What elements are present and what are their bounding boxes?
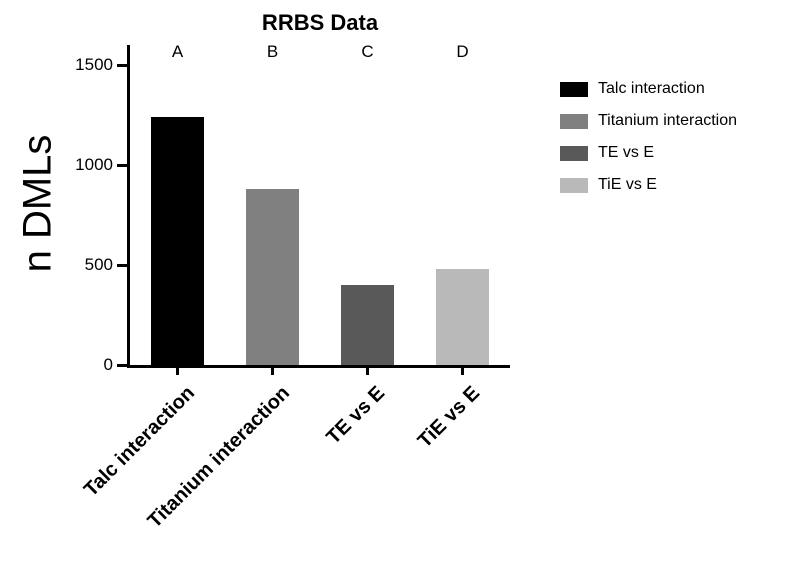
chart-title: RRBS Data: [262, 10, 378, 36]
y-tick-label: 1500: [75, 55, 113, 75]
y-tick: [117, 64, 127, 67]
legend-swatch: [560, 146, 588, 161]
x-tick: [271, 365, 274, 375]
bar: [436, 269, 488, 365]
panel-letter: B: [267, 42, 278, 62]
y-axis: [127, 45, 130, 365]
panel-letter: A: [172, 42, 183, 62]
chart-canvas: RRBS Data 0 500 1000 1500 n DMLs Talc interact…: [0, 0, 800, 586]
legend-label: Titanium interaction: [598, 112, 737, 130]
panel-letter: C: [361, 42, 373, 62]
legend-swatch: [560, 82, 588, 97]
y-tick-label: 1000: [75, 155, 113, 175]
y-tick: [117, 364, 127, 367]
y-tick: [117, 164, 127, 167]
x-tick: [176, 365, 179, 375]
legend-label: TE vs E: [598, 144, 654, 162]
x-axis: [127, 365, 510, 368]
bar: [151, 117, 203, 365]
y-tick: [117, 264, 127, 267]
legend-swatch: [560, 178, 588, 193]
legend-swatch: [560, 114, 588, 129]
panel-letter: D: [456, 42, 468, 62]
y-tick-label: 500: [85, 255, 113, 275]
x-tick: [366, 365, 369, 375]
x-tick: [461, 365, 464, 375]
legend-label: TiE vs E: [598, 176, 657, 194]
bar: [246, 189, 298, 365]
y-tick-label: 0: [104, 355, 113, 375]
y-axis-label: n DMLs: [16, 44, 61, 364]
bar: [341, 285, 393, 365]
legend-label: Talc interaction: [598, 80, 705, 98]
